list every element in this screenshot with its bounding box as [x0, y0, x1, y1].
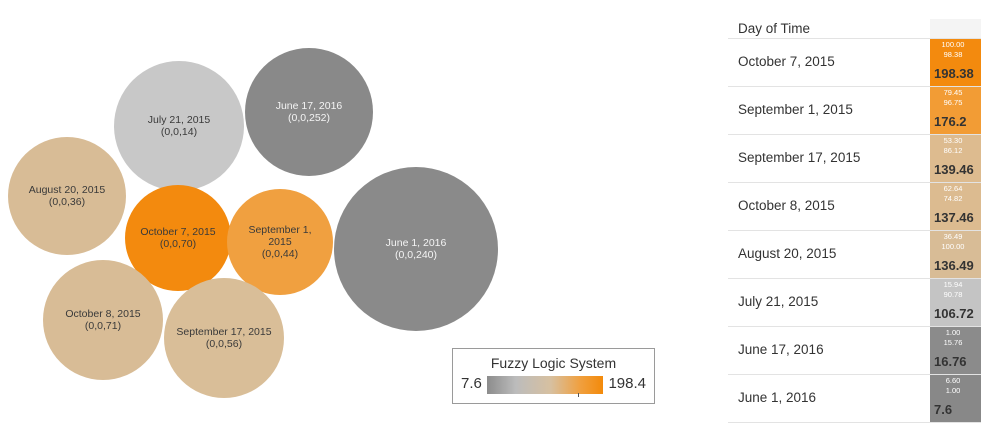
value-1: 62.64	[943, 184, 963, 193]
bubble-circle[interactable]	[334, 167, 498, 331]
bubble-label: (0,0,36)	[49, 196, 85, 208]
value-2: 90.78	[943, 290, 963, 299]
table-row[interactable]: September 17, 2015 53.30 86.12 139.46	[728, 135, 981, 183]
value-cell[interactable]: 53.30 86.12 139.46	[930, 135, 981, 182]
bubble[interactable]: August 20, 2015(0,0,36)	[8, 137, 126, 255]
table-row[interactable]: June 1, 2016 6.60 1.00 7.6	[728, 375, 981, 423]
table-row[interactable]: July 21, 2015 15.94 90.78 106.72	[728, 279, 981, 327]
bubble-label: September 17, 2015	[176, 326, 271, 338]
bubble-label: September 1,	[248, 224, 311, 236]
row-total: 7.6	[934, 402, 953, 417]
value-2: 1.00	[945, 386, 961, 395]
value-2: 15.76	[943, 338, 963, 347]
bubble[interactable]: September 17, 2015(0,0,56)	[164, 278, 284, 398]
row-total: 176.2	[934, 114, 967, 129]
bubble-label: June 17, 2016	[276, 100, 343, 112]
legend-tick	[577, 393, 579, 397]
bubble-label: June 1, 2016	[386, 237, 447, 249]
value-1: 1.00	[945, 328, 961, 337]
bubble[interactable]: October 8, 2015(0,0,71)	[43, 260, 163, 380]
legend-title: Fuzzy Logic System	[490, 355, 617, 371]
value-2: 100.00	[941, 242, 965, 251]
day-of-time-table: Day of Time October 7, 2015 100.00 98.38 19…	[728, 19, 981, 423]
column-header-value	[930, 19, 981, 38]
table-row[interactable]: October 7, 2015 100.00 98.38 198.38	[728, 39, 981, 87]
row-total: 198.38	[934, 66, 974, 81]
bubble-label: (0,0,71)	[85, 320, 121, 332]
value-cell[interactable]: 6.60 1.00 7.6	[930, 375, 981, 422]
bubble-circle[interactable]	[125, 185, 231, 291]
bubble-chart: June 17, 2016(0,0,252)June 1, 2016(0,0,2…	[8, 48, 498, 398]
bubble-label: October 7, 2015	[140, 226, 215, 238]
row-date: October 8, 2015	[738, 198, 835, 213]
bubble-circle[interactable]	[245, 48, 373, 176]
value-1: 79.45	[943, 88, 963, 97]
value-cell[interactable]: 62.64 74.82 137.46	[930, 183, 981, 230]
value-2: 74.82	[943, 194, 963, 203]
row-total: 137.46	[934, 210, 974, 225]
value-cell[interactable]: 100.00 98.38 198.38	[930, 39, 981, 86]
bubble-label: October 8, 2015	[65, 308, 140, 320]
value-2: 86.12	[943, 146, 963, 155]
bubble-label: (0,0,240)	[395, 249, 437, 261]
table-row[interactable]: August 20, 2015 36.49 100.00 136.49	[728, 231, 981, 279]
value-1: 100.00	[941, 40, 965, 49]
row-date: September 1, 2015	[738, 102, 853, 117]
bubble-circle[interactable]	[164, 278, 284, 398]
row-total: 106.72	[934, 306, 974, 321]
value-1: 53.30	[943, 136, 963, 145]
bubble-circle[interactable]	[8, 137, 126, 255]
table-row[interactable]: June 17, 2016 1.00 15.76 16.76	[728, 327, 981, 375]
row-date: October 7, 2015	[738, 54, 835, 69]
bubble[interactable]: October 7, 2015(0,0,70)	[125, 185, 231, 291]
table-body: October 7, 2015 100.00 98.38 198.38 Septembe…	[728, 39, 981, 423]
table-header: Day of Time	[728, 19, 981, 39]
bubble[interactable]: June 1, 2016(0,0,240)	[334, 167, 498, 331]
bubble-label: 2015	[268, 236, 292, 248]
value-cell[interactable]: 15.94 90.78 106.72	[930, 279, 981, 326]
row-total: 139.46	[934, 162, 974, 177]
color-legend: Fuzzy Logic System 7.6 198.4	[452, 348, 655, 404]
row-date: June 1, 2016	[738, 390, 817, 405]
bubble-label: (0,0,44)	[262, 248, 298, 260]
bubble[interactable]: September 1,2015(0,0,44)	[227, 189, 333, 295]
table-row[interactable]: September 1, 2015 79.45 96.75 176.2	[728, 87, 981, 135]
value-2: 96.75	[943, 98, 963, 107]
value-1: 15.94	[943, 280, 963, 289]
bubble-circle[interactable]	[43, 260, 163, 380]
row-date: June 17, 2016	[738, 342, 824, 357]
bubble-circle[interactable]	[227, 189, 333, 295]
value-cell[interactable]: 1.00 15.76 16.76	[930, 327, 981, 374]
table-row[interactable]: October 8, 2015 62.64 74.82 137.46	[728, 183, 981, 231]
value-1: 36.49	[943, 232, 963, 241]
row-total: 136.49	[934, 258, 974, 273]
row-date: September 17, 2015	[738, 150, 861, 165]
value-cell[interactable]: 79.45 96.75 176.2	[930, 87, 981, 134]
bubble-label: (0,0,14)	[161, 126, 197, 138]
value-cell[interactable]: 36.49 100.00 136.49	[930, 231, 981, 278]
bubble-label: August 20, 2015	[29, 184, 106, 196]
row-date: August 20, 2015	[738, 246, 837, 261]
bubble-label: (0,0,252)	[288, 112, 330, 124]
value-2: 98.38	[943, 50, 963, 59]
bubble-label: July 21, 2015	[148, 114, 211, 126]
legend-max: 198.4	[608, 375, 646, 392]
bubble-label: (0,0,70)	[160, 238, 196, 250]
column-header-day-of-time: Day of Time	[738, 21, 811, 36]
row-total: 16.76	[934, 354, 967, 369]
legend-min: 7.6	[461, 375, 482, 392]
bubble[interactable]: July 21, 2015(0,0,14)	[114, 61, 244, 191]
bubble-label: (0,0,56)	[206, 338, 242, 350]
bubble-circle[interactable]	[114, 61, 244, 191]
legend-gradient-bar	[487, 376, 603, 394]
value-1: 6.60	[945, 376, 961, 385]
bubble[interactable]: June 17, 2016(0,0,252)	[245, 48, 373, 176]
row-date: July 21, 2015	[738, 294, 819, 309]
